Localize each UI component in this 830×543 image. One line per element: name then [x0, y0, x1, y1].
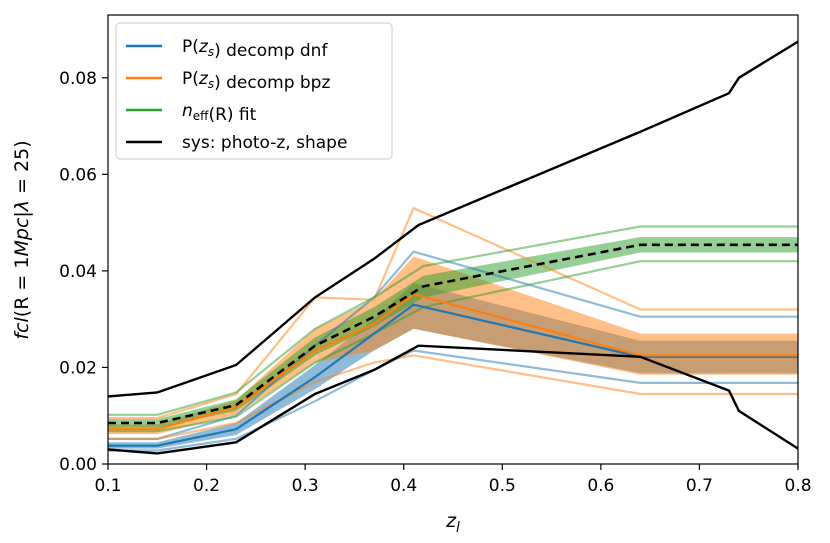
x-tick-label: 0.5: [489, 476, 516, 496]
p-z-s-decomp-dnf-outer-upper-line: [108, 250, 798, 440]
p-z-s-decomp-dnf-band: [108, 283, 798, 449]
sys-photo-z-shape-upper-line: [107, 40, 799, 398]
legend-n-eff-r-fit-label: neff(R) fit: [182, 101, 257, 125]
x-tick-label: 0.2: [193, 476, 220, 496]
legend-p-z-s-decomp-bpz-label: P(zs) decomp bpz: [182, 69, 330, 93]
n-eff-r-fit-band: [108, 237, 798, 428]
legend-sys-photo-z-shape-label: sys: photo-z, shape: [182, 133, 347, 153]
y-tick-label: 0.00: [59, 455, 97, 475]
y-tick-label: 0.02: [59, 358, 97, 378]
y-axis-label: fcl(R = 1Mpc|λ = 25): [11, 140, 33, 339]
plot-frame: [107, 14, 799, 465]
p-z-s-decomp-dnf-outer-lower-line: [108, 349, 798, 452]
axes: [107, 14, 799, 465]
sys-photo-z-shape-lower-line: [107, 344, 799, 455]
p-z-s-decomp-bpz-band: [108, 256, 798, 435]
fiducial-dashed-line: [108, 243, 798, 425]
x-tick-label: 0.3: [292, 476, 319, 496]
x-axis-label: zl: [445, 510, 460, 536]
legend-box: [115, 22, 393, 160]
y-tick-label: 0.04: [59, 262, 97, 282]
y-ticks: 0.00 0.02 0.04 0.06 0.08: [59, 69, 108, 475]
p-z-s-decomp-bpz-outer-upper-line: [108, 206, 798, 420]
p-z-s-decomp-dnf-line: [108, 303, 798, 447]
n-eff-r-fit-outer-lower-line: [108, 260, 798, 433]
legend: P(zs) decomp dnf P(zs) decomp bpz neff(R) …: [115, 22, 393, 160]
x-tick-label: 0.8: [784, 476, 811, 496]
n-eff-r-fit-outer-upper-line: [108, 225, 798, 416]
series-lines: [107, 40, 799, 455]
legend-p-z-s-decomp-dnf-label: P(zs) decomp dnf: [182, 37, 328, 61]
p-z-s-decomp-bpz-line: [108, 292, 798, 431]
x-tick-label: 0.1: [94, 476, 121, 496]
y-tick-label: 0.06: [59, 165, 97, 185]
x-ticks: 0.1 0.2 0.3 0.4 0.5 0.6 0.7 0.8: [94, 464, 812, 496]
x-tick-label: 0.4: [390, 476, 417, 496]
uncertainty-bands: [108, 237, 798, 449]
y-tick-label: 0.08: [59, 69, 97, 89]
p-z-s-decomp-bpz-outer-lower-line: [108, 354, 798, 440]
x-tick-label: 0.7: [686, 476, 713, 496]
x-tick-label: 0.6: [587, 476, 614, 496]
